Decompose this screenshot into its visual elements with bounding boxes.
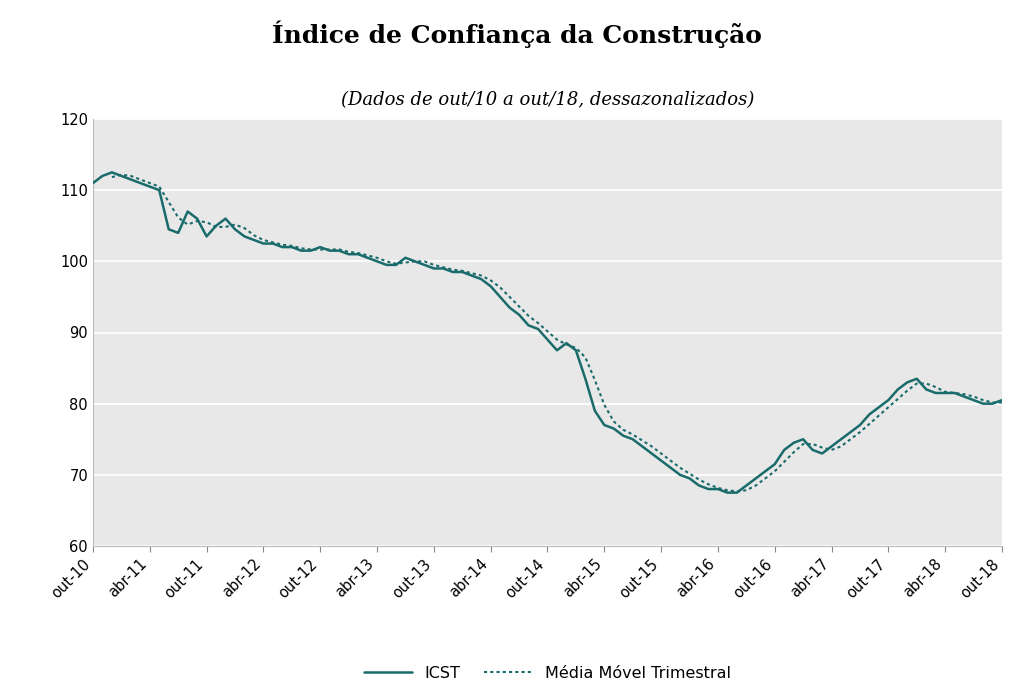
ICST — [721, 489, 733, 497]
Text: Índice de Confiança da Construção: Índice de Confiança da Construção — [272, 21, 761, 48]
Média Móvel Trimestral — [116, 171, 128, 179]
ICST — [105, 168, 118, 176]
Média Móvel Trimestral — [730, 487, 743, 496]
ICST — [125, 175, 137, 183]
Média Móvel Trimestral — [787, 448, 800, 456]
Média Móvel Trimestral — [105, 173, 118, 181]
Média Móvel Trimestral — [153, 183, 165, 191]
ICST — [87, 179, 99, 188]
Média Móvel Trimestral — [721, 486, 733, 494]
Média Móvel Trimestral — [996, 398, 1008, 407]
ICST — [551, 346, 563, 354]
ICST — [807, 446, 819, 454]
Line: ICST: ICST — [93, 172, 1002, 493]
Legend: ICST, Média Móvel Trimestral: ICST, Média Móvel Trimestral — [357, 659, 738, 687]
Line: Média Móvel Trimestral: Média Móvel Trimestral — [112, 175, 1002, 491]
Média Móvel Trimestral — [778, 458, 790, 466]
ICST — [617, 431, 629, 440]
Média Móvel Trimestral — [750, 482, 762, 490]
ICST — [162, 225, 175, 234]
ICST — [996, 396, 1008, 405]
ICST — [333, 246, 345, 255]
Média Móvel Trimestral — [276, 241, 288, 249]
Title: (Dados de out/10 a out/18, dessazonalizados): (Dados de out/10 a out/18, dessazonaliza… — [341, 91, 754, 109]
